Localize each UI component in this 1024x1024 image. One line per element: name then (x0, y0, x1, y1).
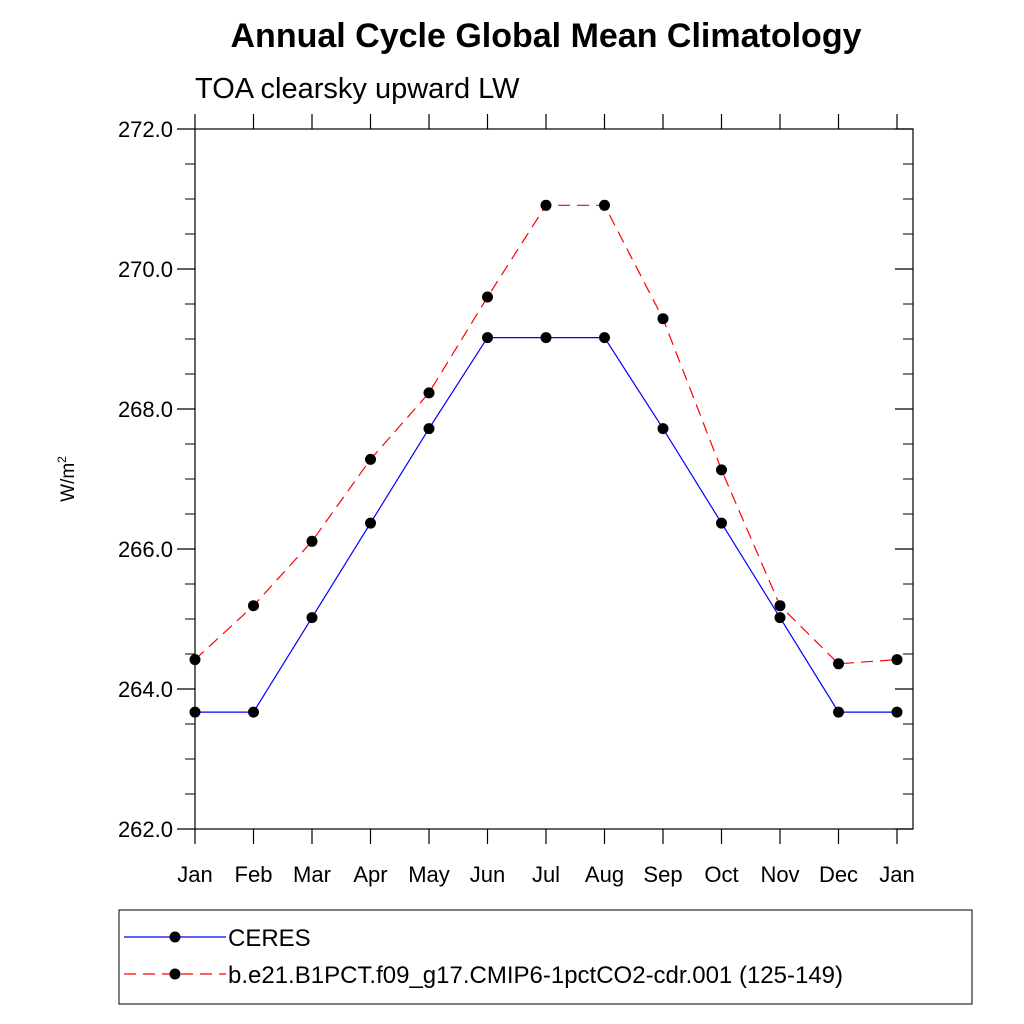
legend-box (118, 909, 973, 1005)
series-1-point (657, 313, 669, 325)
legend: CERES b.e21.B1PCT.f09_g17.CMIP6-1pctCO2-c… (118, 909, 973, 1005)
y-tick-label: 266.0 (118, 537, 173, 562)
y-tick-label: 262.0 (118, 817, 173, 842)
series-line-0 (195, 337, 897, 713)
chart-title: Annual Cycle Global Mean Climatology (231, 17, 862, 55)
x-tick-label: Dec (819, 862, 858, 887)
series-0-point (774, 612, 786, 624)
legend-label-0: CERES (228, 925, 311, 952)
x-tick-label: May (408, 862, 450, 887)
series-0-point (891, 706, 903, 718)
series-0-point (423, 423, 435, 435)
chart-subtitle: TOA clearsky upward LW (195, 73, 520, 105)
series-1-point (248, 600, 259, 612)
series-1-point (891, 654, 903, 666)
x-tick-label: Sep (643, 862, 682, 887)
x-tick-label: Feb (235, 862, 273, 887)
series-1-point (833, 658, 844, 670)
y-axis-label: W/m2 (55, 456, 79, 502)
tick-labels: 262.0 264.0 266.0 268.0 270.0 272.0 Jan Feb Mar A… (118, 117, 915, 887)
y-axis-label-superscript: 2 (55, 456, 69, 463)
x-tick-label: Nov (760, 862, 799, 887)
x-tick-label: Oct (704, 862, 738, 887)
x-tick-label: Jan (879, 862, 914, 887)
series-layer (189, 199, 903, 718)
series-line-1 (194, 204, 898, 665)
x-tick-label: Mar (293, 862, 331, 887)
x-tick-label: Apr (353, 862, 387, 887)
series-0-point (657, 423, 669, 435)
x-tick-label: Jun (470, 862, 505, 887)
series-1-point (716, 464, 727, 476)
y-axis-label-base: W/m (58, 463, 79, 502)
series-0-point (833, 706, 844, 718)
legend-label-1: b.e21.B1PCT.f09_g17.CMIP6-1pctCO2-cdr.00… (228, 962, 843, 989)
y-tick-label: 268.0 (118, 397, 173, 422)
series-1-point (774, 600, 786, 612)
series-0-point (716, 517, 727, 529)
series-1-point (540, 199, 552, 211)
legend-marker-1 (169, 968, 181, 980)
x-tick-label: Jul (532, 862, 560, 887)
series-0-point (482, 332, 493, 344)
series-1-point (306, 535, 318, 547)
y-tick-label: 270.0 (118, 257, 173, 282)
series-1-point (482, 291, 493, 303)
series-0-point (248, 706, 259, 718)
y-tick-label: 272.0 (118, 117, 173, 142)
series-1-point (599, 199, 610, 211)
y-tick-label: 264.0 (118, 677, 173, 702)
series-0-point (599, 332, 610, 344)
plot-frame (194, 128, 914, 830)
x-tick-label: Aug (585, 862, 624, 887)
axis-ticks (177, 114, 913, 844)
series-0-point (365, 517, 376, 529)
series-0-point (540, 332, 552, 344)
x-tick-label: Jan (177, 862, 212, 887)
series-0-point (306, 612, 318, 624)
legend-marker-0 (169, 931, 181, 943)
series-1-point (365, 453, 376, 465)
series-1-point (423, 387, 435, 399)
